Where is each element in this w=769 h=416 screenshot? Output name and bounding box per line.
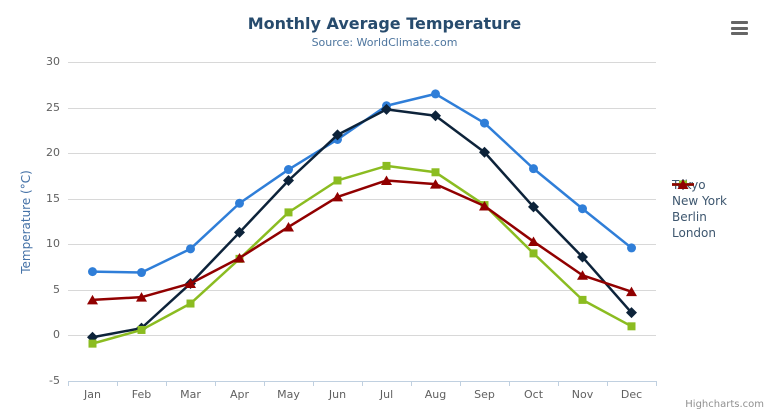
x-tick-label-feb: Feb (131, 388, 152, 401)
y-tick-label-0: 0 (53, 328, 60, 342)
y-tick-label-30: 30 (46, 55, 60, 68)
legend-label-london: London (672, 225, 716, 240)
point-london-mar[interactable] (185, 278, 196, 288)
chart-subtitle: Source: WorldClimate.com (311, 36, 458, 49)
x-tick-label-dec: Dec (620, 388, 643, 401)
point-london-jan[interactable] (87, 294, 98, 305)
x-tick-label-jul: Jul (379, 388, 394, 401)
x-tick-label-mar: Mar (180, 388, 201, 401)
point-tokyo-jan[interactable] (88, 267, 97, 277)
series-tokyo (88, 89, 636, 278)
point-tokyo-oct[interactable] (529, 164, 538, 174)
point-tokyo-aug[interactable] (431, 89, 440, 99)
point-london-may[interactable] (283, 221, 294, 232)
point-london-aug[interactable] (430, 179, 441, 189)
x-tick-label-oct: Oct (523, 388, 544, 401)
x-tick-label-sep: Sep (474, 388, 495, 401)
point-berlin-feb[interactable] (137, 325, 146, 334)
legend-item-new-york[interactable]: New York (672, 179, 727, 208)
point-tokyo-apr[interactable] (235, 198, 244, 208)
point-new-york-apr[interactable] (234, 226, 245, 238)
point-new-york-jul[interactable] (381, 103, 392, 115)
point-berlin-may[interactable] (284, 208, 293, 217)
point-new-york-jun[interactable] (332, 129, 343, 141)
point-berlin-jun[interactable] (333, 176, 342, 185)
series-line-berlin (91, 164, 633, 345)
x-tick-label-aug: Aug (424, 388, 447, 401)
legend-item-london[interactable]: London (672, 179, 727, 240)
point-berlin-aug[interactable] (431, 168, 440, 177)
point-tokyo-nov[interactable] (578, 204, 587, 214)
point-berlin-oct[interactable] (529, 249, 538, 258)
legend-label-new-york: New York (672, 193, 727, 208)
y-tick-label-10: 10 (46, 237, 60, 251)
point-berlin-dec[interactable] (627, 322, 636, 331)
series-line-london (91, 179, 633, 302)
point-new-york-oct[interactable] (528, 201, 539, 213)
y-tick-label-20: 20 (46, 146, 60, 160)
point-new-york-dec[interactable] (626, 307, 637, 319)
point-tokyo-sep[interactable] (480, 118, 489, 128)
legend-marker-london (677, 179, 689, 189)
point-london-dec[interactable] (626, 286, 637, 297)
y-axis-title: Temperature (°C) (19, 170, 33, 274)
point-new-york-aug[interactable] (430, 110, 441, 122)
point-berlin-nov[interactable] (578, 295, 587, 304)
point-tokyo-dec[interactable] (627, 243, 636, 253)
x-tick-label-nov: Nov (571, 388, 594, 401)
point-new-york-nov[interactable] (577, 251, 588, 263)
legend-label-berlin: Berlin (672, 209, 707, 224)
export-menu-button[interactable] (731, 21, 748, 35)
point-london-feb[interactable] (136, 292, 147, 302)
point-london-oct[interactable] (528, 236, 539, 247)
legend: Tokyo New York Berlin London (672, 178, 727, 240)
series-line-new-york (91, 108, 633, 339)
legend-symbol-london-triangle-icon (672, 179, 694, 189)
series-line-tokyo (91, 92, 633, 274)
point-london-jul[interactable] (381, 175, 392, 185)
x-tick-label-apr: Apr (229, 388, 250, 401)
series-london (87, 175, 637, 305)
x-tick-label-jun: Jun (328, 388, 347, 401)
point-london-apr[interactable] (234, 252, 245, 263)
legend-item-berlin[interactable]: Berlin (672, 180, 727, 224)
hamburger-icon (731, 21, 748, 24)
point-tokyo-mar[interactable] (186, 244, 195, 254)
point-berlin-mar[interactable] (186, 299, 195, 308)
chart-title: Monthly Average Temperature (247, 14, 522, 33)
point-new-york-may[interactable] (283, 174, 294, 186)
point-london-nov[interactable] (577, 270, 588, 280)
y-tick-label-15: 15 (46, 191, 60, 205)
x-tick-label-jan: Jan (84, 388, 101, 401)
series-new-york (87, 103, 637, 343)
point-tokyo-feb[interactable] (137, 268, 146, 278)
point-berlin-jan[interactable] (88, 339, 97, 348)
x-tick-label-may: May (277, 388, 300, 401)
y-tick-label-5: 5 (53, 282, 60, 296)
point-london-sep[interactable] (479, 201, 490, 211)
y-tick-label-25: 25 (46, 100, 60, 114)
point-berlin-jul[interactable] (382, 161, 391, 170)
point-new-york-sep[interactable] (479, 146, 490, 158)
point-london-jun[interactable] (332, 191, 343, 202)
y-tick-label--5: -5 (49, 374, 60, 387)
point-tokyo-may[interactable] (284, 165, 293, 175)
highcharts-credits-link[interactable]: Highcharts.com (685, 399, 764, 410)
